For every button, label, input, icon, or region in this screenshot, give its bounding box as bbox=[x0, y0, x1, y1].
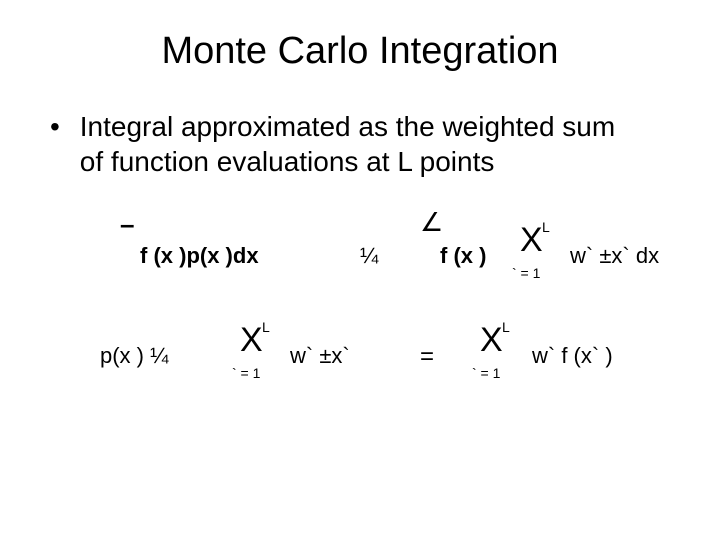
math-area: – f (x )p(x )dx ¼ ∠ f (x ) X L ` = 1 w` … bbox=[80, 215, 720, 475]
eq1-sum-L: L bbox=[542, 219, 550, 235]
bullet-dot: • bbox=[50, 109, 72, 144]
eq1-intbar: – bbox=[120, 209, 134, 240]
eq2-sum2-L: L bbox=[502, 319, 510, 335]
eq1-approx: ¼ bbox=[360, 243, 378, 269]
eq2-px: p(x ) ¼ bbox=[100, 343, 168, 369]
bullet-item: • Integral approximated as the weighted … bbox=[50, 109, 640, 179]
eq1-sum-bot: ` = 1 bbox=[512, 265, 540, 281]
eq2-sum2-bot: ` = 1 bbox=[472, 365, 500, 381]
eq2-mid: w` ±x` bbox=[290, 343, 350, 369]
eq2-sum-x: X bbox=[240, 321, 263, 360]
eq1-lhs: f (x )p(x )dx bbox=[140, 243, 259, 269]
eq2-rhs: w` f (x` ) bbox=[532, 343, 613, 369]
eq1-tail: w` ±x` dx bbox=[570, 243, 659, 269]
eq1-angle: ∠ bbox=[420, 207, 443, 238]
slide-title: Monte Carlo Integration bbox=[40, 30, 680, 73]
eq1-sum-x: X bbox=[520, 221, 543, 260]
slide: Monte Carlo Integration • Integral appro… bbox=[0, 0, 720, 540]
eq2-eq: = bbox=[420, 343, 434, 371]
eq1-fx: f (x ) bbox=[440, 243, 486, 269]
eq2-sum2-x: X bbox=[480, 321, 503, 360]
eq2-sum-L: L bbox=[262, 319, 270, 335]
bullet-text: Integral approximated as the weighted su… bbox=[80, 109, 640, 179]
eq2-sum-bot: ` = 1 bbox=[232, 365, 260, 381]
